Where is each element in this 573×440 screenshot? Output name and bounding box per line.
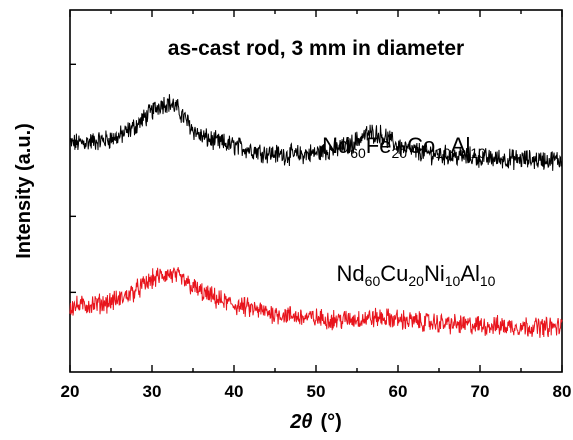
x-axis-title: 2θ (°) bbox=[289, 411, 342, 433]
series-line-1 bbox=[69, 94, 562, 171]
x-tick-label: 20 bbox=[61, 382, 80, 401]
series-label-2: Nd60Cu20Ni10Al10 bbox=[337, 261, 496, 289]
axis-ticks bbox=[69, 10, 563, 372]
chart-title: as-cast rod, 3 mm in diameter bbox=[168, 37, 464, 60]
x-tick-label: 70 bbox=[471, 382, 490, 401]
x-tick-labels: 20 30 40 50 60 70 80 bbox=[61, 382, 572, 401]
x-tick-label: 60 bbox=[389, 382, 408, 401]
series-line-2 bbox=[69, 267, 563, 338]
x-tick-label: 80 bbox=[553, 382, 572, 401]
series-label-1: Nd60Fe20Co10Al10 bbox=[322, 133, 486, 161]
y-axis-title: Intensity (a.u.) bbox=[13, 123, 35, 259]
x-tick-label: 40 bbox=[225, 382, 244, 401]
x-tick-label: 50 bbox=[307, 382, 326, 401]
x-tick-label: 30 bbox=[143, 382, 162, 401]
series-lines bbox=[69, 94, 563, 338]
